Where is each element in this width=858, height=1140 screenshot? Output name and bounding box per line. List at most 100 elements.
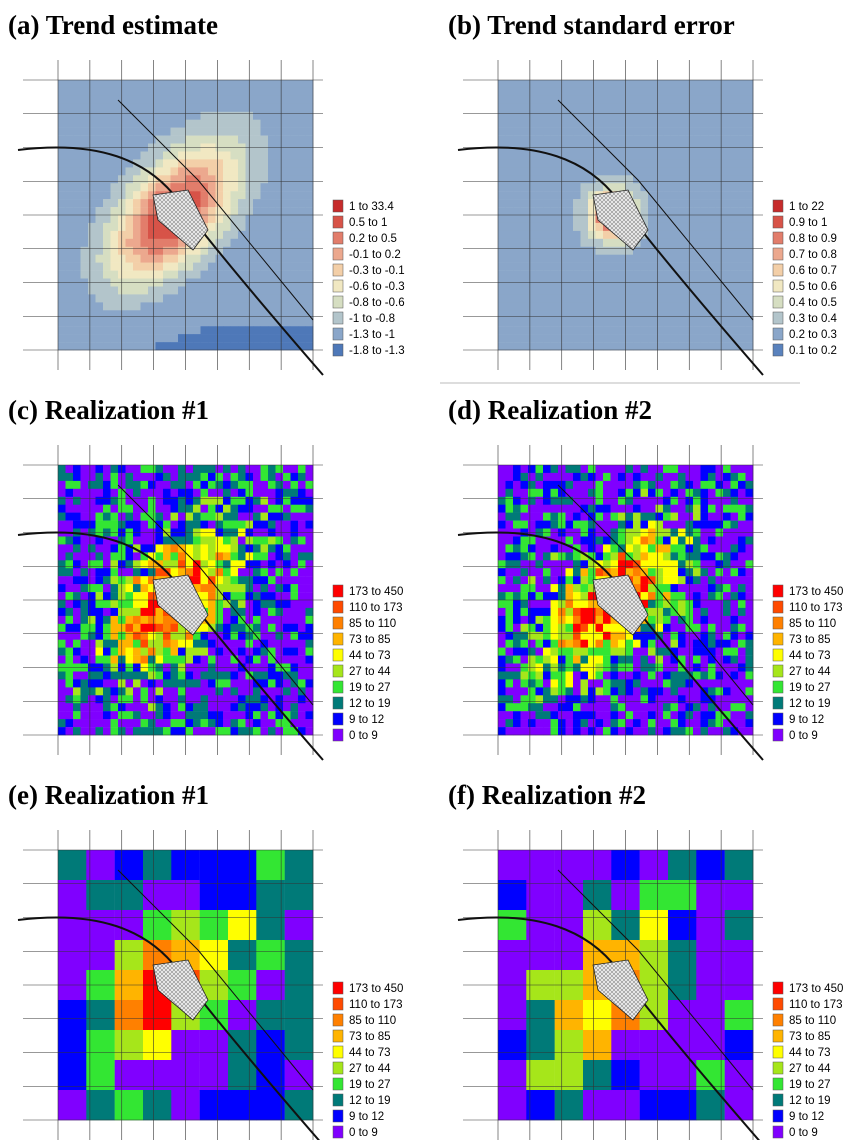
map-cell <box>103 167 111 175</box>
map-cell <box>588 632 596 640</box>
map-cell <box>261 231 269 239</box>
map-cell <box>626 560 634 568</box>
map-cell <box>678 687 686 695</box>
map-cell <box>648 318 656 326</box>
map-cell <box>708 672 716 680</box>
map-cell <box>231 287 239 295</box>
map-cell <box>126 465 134 473</box>
map-cell <box>723 120 731 128</box>
map-cell <box>268 183 276 191</box>
map-cell <box>201 152 209 160</box>
map-cell <box>663 552 671 560</box>
map-cell <box>611 560 619 568</box>
map-cell <box>641 703 649 711</box>
map-cell <box>536 505 544 513</box>
map-cell <box>723 521 731 529</box>
map-cell <box>551 136 559 144</box>
map-cell <box>498 600 506 608</box>
map-cell <box>551 489 559 497</box>
map-cell <box>178 719 186 727</box>
map-cell <box>298 310 306 318</box>
map-cell <box>291 263 299 271</box>
map-cell <box>291 152 299 160</box>
map-cell <box>513 334 521 342</box>
map-cell <box>126 334 134 342</box>
map-cell <box>573 342 581 350</box>
map-cell <box>641 302 649 310</box>
map-cell <box>618 687 626 695</box>
map-cell <box>513 159 521 167</box>
map-cell <box>276 719 284 727</box>
map-cell <box>693 584 701 592</box>
map-cell <box>208 255 216 263</box>
map-cell <box>583 1000 612 1030</box>
map-cell <box>186 175 194 183</box>
map-cell <box>641 326 649 334</box>
map-cell <box>746 505 754 513</box>
map-cell <box>656 656 664 664</box>
map-cell <box>701 136 709 144</box>
map-cell <box>656 263 664 271</box>
map-cell <box>723 255 731 263</box>
map-cell <box>708 544 716 552</box>
map-cell <box>156 294 164 302</box>
map-cell <box>66 239 74 247</box>
map-cell <box>73 656 81 664</box>
map-cell <box>693 223 701 231</box>
map-cell <box>201 128 209 136</box>
map-cell <box>238 112 246 120</box>
map-cell <box>171 703 179 711</box>
map-cell <box>708 560 716 568</box>
map-cell <box>701 505 709 513</box>
map-cell <box>528 104 536 112</box>
map-cell <box>58 687 66 695</box>
map-cell <box>291 552 299 560</box>
map-cell <box>746 96 754 104</box>
map-cell <box>573 223 581 231</box>
map-cell <box>186 326 194 334</box>
map-cell <box>611 271 619 279</box>
map-cell <box>148 640 156 648</box>
map-cell <box>738 465 746 473</box>
map-cell <box>268 616 276 624</box>
map-cell <box>66 719 74 727</box>
map-cell <box>506 175 514 183</box>
map-cell <box>141 96 149 104</box>
map-cell <box>216 342 224 350</box>
map-cell <box>611 310 619 318</box>
map-cell <box>603 695 611 703</box>
map-cell <box>641 640 649 648</box>
map-cell <box>633 104 641 112</box>
map-cell <box>186 294 194 302</box>
map-cell <box>276 481 284 489</box>
map-cell <box>133 96 141 104</box>
map-cell <box>111 703 119 711</box>
map-cell <box>596 719 604 727</box>
map-cell <box>543 656 551 664</box>
map-cell <box>223 489 231 497</box>
map-cell <box>58 1090 87 1120</box>
map-cell <box>506 96 514 104</box>
map-cell <box>238 672 246 680</box>
map-cell <box>298 505 306 513</box>
map-cell <box>528 727 536 735</box>
map-cell <box>111 719 119 727</box>
map-cell <box>618 302 626 310</box>
map-cell <box>73 302 81 310</box>
map-cell <box>678 342 686 350</box>
map-cell <box>126 521 134 529</box>
map-cell <box>506 255 514 263</box>
map-cell <box>148 302 156 310</box>
map-cell <box>588 672 596 680</box>
map-cell <box>498 656 506 664</box>
map-cell <box>58 711 66 719</box>
map-cell <box>656 608 664 616</box>
map-cell <box>738 473 746 481</box>
map-cell <box>583 880 612 910</box>
map-cell <box>738 167 746 175</box>
map-cell <box>133 88 141 96</box>
map-cell <box>513 104 521 112</box>
map-cell <box>238 318 246 326</box>
map-cell <box>723 600 731 608</box>
map-cell <box>208 80 216 88</box>
